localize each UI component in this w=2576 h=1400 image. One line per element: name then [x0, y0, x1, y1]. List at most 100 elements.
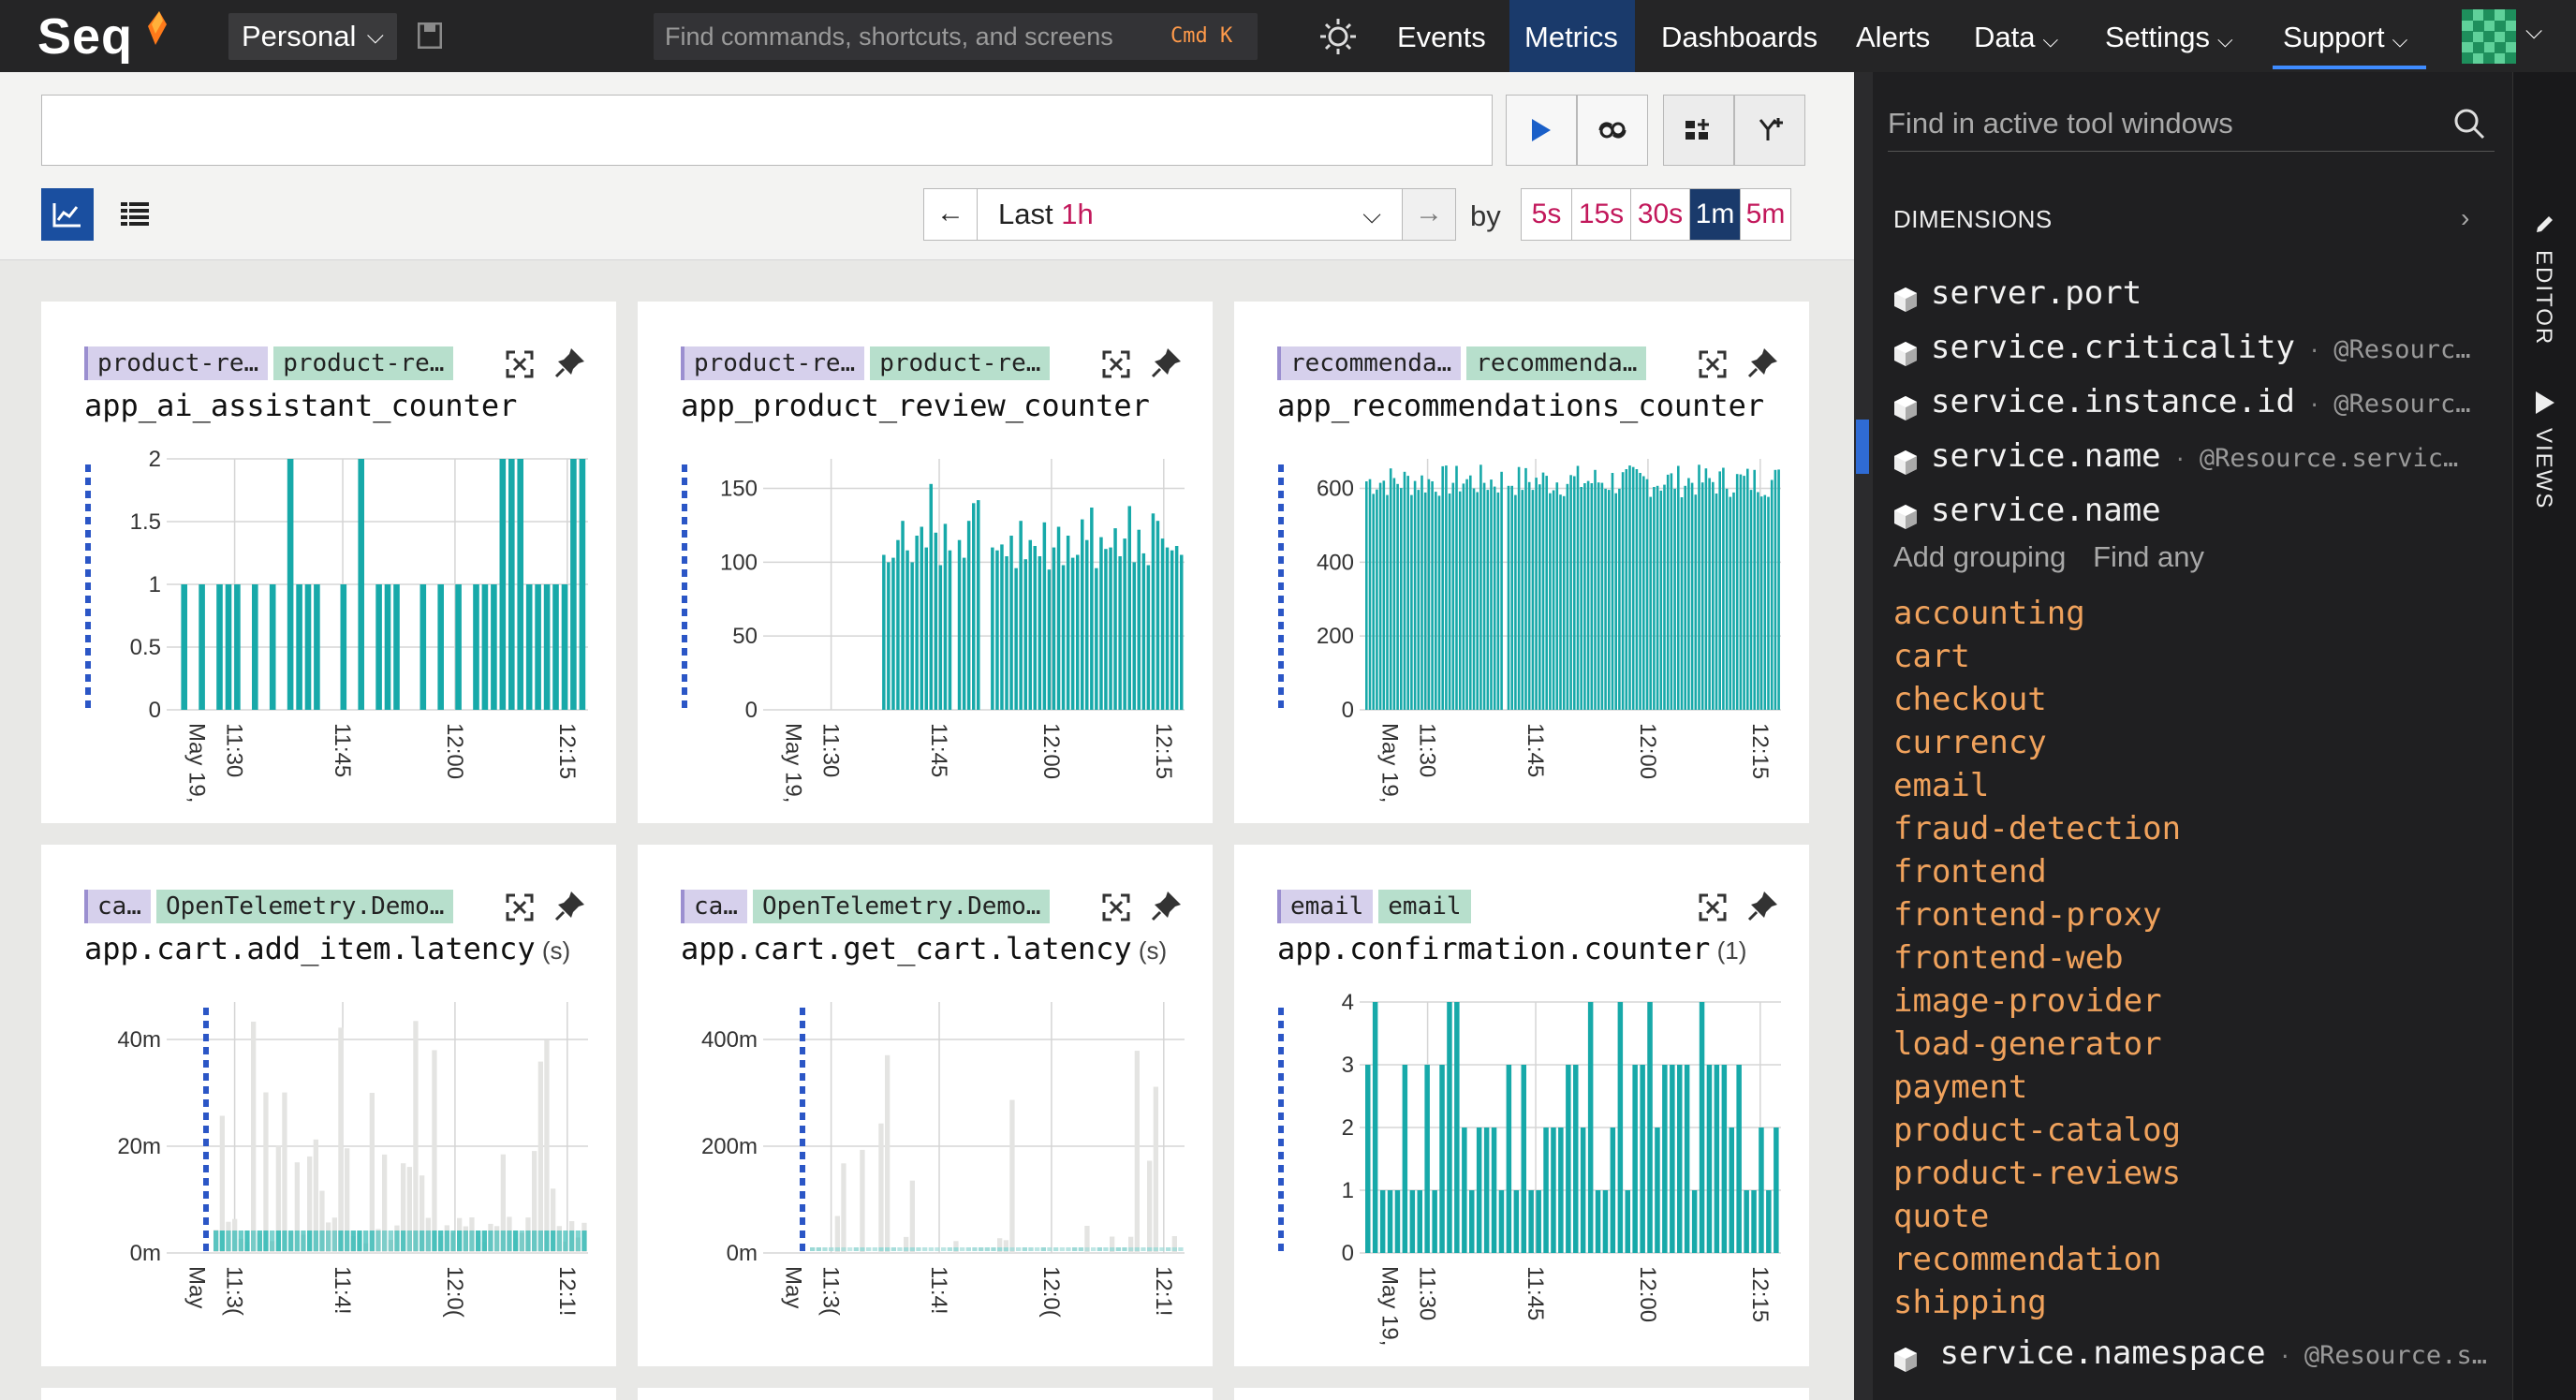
step-5s[interactable]: 5s — [1521, 188, 1572, 241]
bar[interactable] — [1476, 492, 1479, 711]
bar[interactable] — [1378, 482, 1382, 710]
service-value[interactable]: load-generator — [1893, 1025, 2162, 1063]
bar[interactable] — [499, 459, 507, 710]
bar[interactable] — [1625, 1190, 1631, 1253]
bar[interactable] — [1774, 469, 1777, 710]
bar[interactable] — [1056, 526, 1061, 711]
bar[interactable] — [1127, 506, 1132, 710]
bar[interactable] — [1647, 1002, 1653, 1253]
expand-icon[interactable] — [506, 893, 534, 921]
seq-logo[interactable]: Seq — [37, 8, 134, 65]
bar[interactable] — [1500, 471, 1503, 710]
bar[interactable] — [1684, 1065, 1690, 1253]
pin-icon[interactable] — [554, 890, 586, 921]
bar[interactable] — [1670, 1065, 1675, 1253]
bar[interactable] — [1655, 1127, 1660, 1253]
bar[interactable] — [314, 584, 320, 710]
bar[interactable] — [1095, 567, 1098, 710]
views-tab[interactable]: VIEWS — [2531, 428, 2556, 510]
bar[interactable] — [1435, 492, 1437, 710]
panel-splitter[interactable] — [1854, 72, 1873, 1400]
bar[interactable] — [1427, 479, 1431, 710]
bar[interactable] — [957, 539, 962, 710]
bar[interactable] — [972, 503, 976, 710]
bar[interactable] — [1476, 1127, 1482, 1253]
bar[interactable] — [1090, 508, 1094, 710]
bar[interactable] — [1372, 1002, 1378, 1253]
bar[interactable] — [1424, 1065, 1430, 1253]
bar[interactable] — [934, 532, 938, 710]
bar[interactable] — [1085, 539, 1089, 710]
bar[interactable] — [1535, 478, 1538, 710]
bar[interactable] — [1099, 537, 1103, 710]
bar[interactable] — [234, 584, 241, 710]
bar[interactable] — [1014, 567, 1018, 710]
command-search-input[interactable]: Find commands, shortcuts, and screens — [654, 13, 1258, 60]
bar[interactable] — [1608, 490, 1611, 710]
metric-panel[interactable]: ca… OpenTelemetry.Demo… app.cart.add_item.… — [41, 845, 616, 1366]
nav-settings[interactable]: Settings ⌵ — [2090, 0, 2248, 72]
step-30s[interactable]: 30s — [1630, 188, 1690, 241]
bar[interactable] — [1684, 485, 1686, 710]
bar[interactable] — [1640, 1065, 1645, 1253]
bar[interactable] — [1431, 481, 1434, 710]
bar[interactable] — [1687, 478, 1690, 711]
service-value[interactable]: payment — [1893, 1068, 2028, 1106]
bar[interactable] — [1165, 547, 1170, 710]
bar[interactable] — [1625, 469, 1628, 710]
bar[interactable] — [1569, 475, 1572, 710]
bar[interactable] — [1170, 550, 1174, 710]
find-any-link[interactable]: Find any — [2093, 540, 2204, 573]
bar[interactable] — [1387, 1190, 1393, 1253]
bar[interactable] — [1454, 1002, 1460, 1253]
theme-toggle-icon[interactable] — [1318, 17, 1358, 56]
bar[interactable] — [966, 521, 971, 710]
bar[interactable] — [1479, 464, 1482, 710]
bar[interactable] — [1552, 490, 1555, 711]
bar[interactable] — [1174, 546, 1179, 710]
bar[interactable] — [1583, 483, 1586, 710]
bar[interactable] — [1600, 482, 1604, 710]
bar[interactable] — [1458, 491, 1462, 710]
bar[interactable] — [1379, 1190, 1386, 1253]
chevron-down-icon[interactable]: ⌵ — [2525, 19, 2543, 44]
bar[interactable] — [1113, 528, 1117, 710]
bar[interactable] — [1628, 465, 1631, 710]
bar[interactable] — [1413, 480, 1417, 710]
bar[interactable] — [1739, 474, 1743, 710]
editor-tab[interactable]: EDITOR — [2531, 250, 2556, 346]
bar[interactable] — [1538, 484, 1541, 710]
pin-icon[interactable] — [1747, 890, 1779, 921]
bar[interactable] — [1469, 475, 1472, 710]
bar[interactable] — [1514, 494, 1517, 710]
bar[interactable] — [1770, 479, 1774, 711]
dimension-item[interactable]: service.name — [1893, 486, 2161, 535]
bar[interactable] — [358, 459, 364, 710]
bar[interactable] — [579, 459, 586, 710]
range-previous-button[interactable]: ← — [923, 188, 978, 241]
bar[interactable] — [304, 584, 312, 710]
bar[interactable] — [508, 459, 515, 710]
bar[interactable] — [1137, 529, 1141, 710]
service-value[interactable]: cart — [1893, 638, 1970, 675]
bar[interactable] — [1704, 468, 1708, 710]
bar[interactable] — [1743, 476, 1745, 710]
bar[interactable] — [1700, 482, 1704, 710]
bar[interactable] — [1023, 559, 1028, 710]
bar[interactable] — [1465, 479, 1468, 710]
bar[interactable] — [1047, 569, 1052, 710]
bar[interactable] — [1725, 488, 1729, 710]
bar[interactable] — [535, 584, 541, 710]
bar[interactable] — [1498, 1190, 1505, 1253]
bar[interactable] — [1551, 1127, 1556, 1253]
bar[interactable] — [1604, 488, 1607, 710]
bar[interactable] — [1389, 468, 1392, 710]
bar[interactable] — [1653, 487, 1656, 710]
bar[interactable] — [1632, 1065, 1638, 1253]
bar[interactable] — [1400, 488, 1403, 710]
user-avatar[interactable] — [2462, 9, 2516, 64]
bar[interactable] — [1151, 513, 1156, 710]
bar[interactable] — [1365, 481, 1368, 710]
bar[interactable] — [1706, 1065, 1713, 1253]
bar[interactable] — [1558, 1127, 1564, 1253]
